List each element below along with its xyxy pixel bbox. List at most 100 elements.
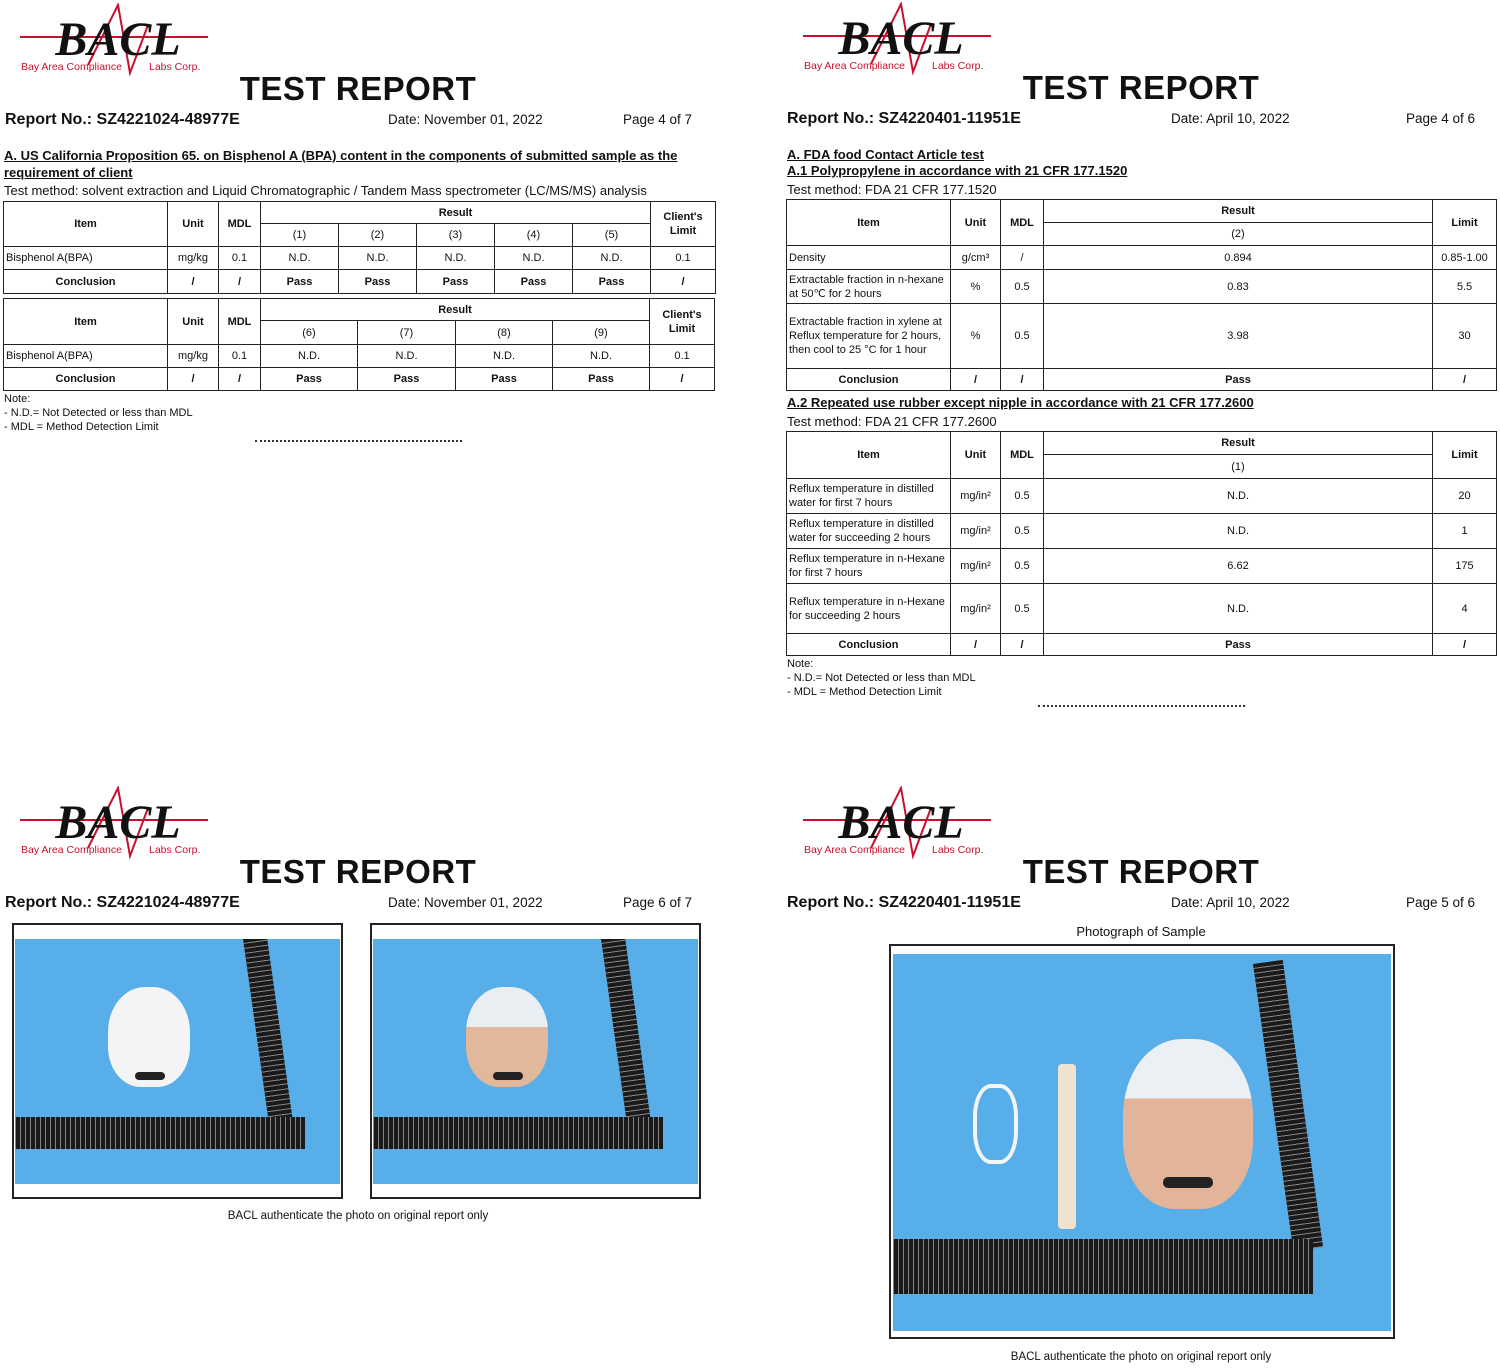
table-cell: / — [1432, 633, 1497, 656]
results-table: Item Unit MDL Result Client's Limit (6) (7… — [3, 298, 715, 391]
table-cell: N.D. — [416, 246, 495, 270]
page-number: Page 4 of 7 — [623, 112, 693, 127]
table-cell: Pass — [455, 367, 553, 391]
header-sample: (3) — [416, 223, 495, 247]
page-number: Page 4 of 6 — [1406, 111, 1476, 126]
header-item: Item — [3, 201, 168, 247]
strap — [1058, 1064, 1076, 1229]
table-cell: N.D. — [552, 344, 650, 368]
header-sample: (8) — [455, 320, 553, 345]
table-cell: mg/kg — [167, 344, 219, 368]
table-cell: 0.83 — [1043, 269, 1433, 304]
table-cell: 175 — [1432, 548, 1497, 584]
table-cell: Reflux temperature in n-Hexane for first… — [786, 548, 951, 584]
header-sample: (9) — [552, 320, 650, 345]
table-cell: / — [650, 269, 717, 294]
header-result: Result — [259, 201, 652, 224]
test-method: Test method: FDA 21 CFR 177.1520 — [787, 182, 997, 197]
table-cell: g/cm³ — [950, 245, 1001, 270]
table-cell: / — [1432, 368, 1497, 391]
header-sample: (2) — [1043, 222, 1433, 246]
report-title: TEST REPORT — [1022, 853, 1260, 890]
table-cell: mg/kg — [167, 246, 219, 270]
header-mdl: MDL — [218, 298, 261, 345]
table-cell: Density — [786, 245, 951, 270]
page-number: Page 6 of 7 — [623, 895, 693, 910]
table-cell: 4 — [1432, 583, 1497, 634]
report-date: Date: November 01, 2022 — [388, 895, 543, 910]
table-cell: 0.1 — [649, 344, 715, 368]
bacl-logo: BACL Bay Area Compliance Labs Corp. — [803, 2, 991, 76]
table-cell: N.D. — [260, 344, 358, 368]
table-cell: % — [950, 303, 1001, 369]
table-cell: 0.1 — [218, 246, 261, 270]
table-row: Reflux temperature in n-Hexane for first… — [786, 548, 1497, 584]
page-number: Page 5 of 6 — [1406, 895, 1476, 910]
table-cell: 0.85-1.00 — [1432, 245, 1497, 270]
report-date: Date: November 01, 2022 — [388, 112, 543, 127]
header-item: Item — [786, 199, 951, 246]
logo-left-text: Bay Area Compliance — [804, 844, 905, 856]
table-cell: / — [950, 633, 1001, 656]
table-cell: 6.62 — [1043, 548, 1433, 584]
table-cell: 0.5 — [1000, 303, 1044, 369]
header-mdl: MDL — [218, 201, 261, 247]
section-heading: A. FDA food Contact Article test — [787, 147, 984, 162]
sample-photo-beige — [370, 923, 701, 1199]
table-cell: 0.894 — [1043, 245, 1433, 270]
table-cell: Bisphenol A(BPA) — [3, 344, 168, 368]
report-date: Date: April 10, 2022 — [1171, 111, 1290, 126]
table-cell: / — [950, 368, 1001, 391]
header-unit: Unit — [950, 431, 1001, 479]
table-cell: Extractable fraction in xylene at Reflux… — [786, 303, 951, 369]
photo-caption: BACL authenticate the photo on original … — [227, 1210, 489, 1222]
table-cell: 0.5 — [1000, 513, 1044, 549]
table-cell: / — [218, 367, 261, 391]
table-row: Reflux temperature in n-Hexane for succe… — [786, 583, 1497, 634]
table-cell: Pass — [571, 269, 652, 294]
report-number: Report No.: SZ4220401-11951E — [787, 894, 1021, 911]
product-white-cup — [108, 987, 190, 1087]
table-cell: Pass — [338, 269, 417, 294]
table-cell: 0.5 — [1000, 548, 1044, 584]
table-row: Bisphenol A(BPA) mg/kg 0.1 N.D. N.D. N.D. N.D.… — [3, 246, 717, 270]
logo-letters: BACL — [54, 13, 180, 66]
table-cell: Extractable fraction in n-hexane at 50℃ … — [786, 269, 951, 304]
notes: Note: - N.D.= Not Detected or less than … — [4, 392, 193, 434]
logo-letters: BACL — [54, 796, 180, 849]
table-cell: / — [649, 367, 715, 391]
header-sample: (4) — [494, 223, 573, 247]
note-label: Note: — [787, 658, 814, 670]
table-cell: 30 — [1432, 303, 1497, 369]
bacl-logo: BACL Bay Area Compliance Labs Corp. — [803, 786, 991, 860]
header-sample: (1) — [260, 223, 339, 247]
test-method: Test method: solvent extraction and Liqu… — [4, 183, 647, 198]
logo-right-text: Labs Corp. — [932, 60, 983, 72]
report-number: Report No.: SZ4221024-48977E — [5, 894, 240, 911]
note-line: - N.D.= Not Detected or less than MDL — [787, 672, 976, 684]
table-cell: 1 — [1432, 513, 1497, 549]
table-cell: Conclusion — [3, 269, 168, 294]
report-title: TEST REPORT — [1022, 69, 1260, 106]
table-cell: Reflux temperature in distilled water fo… — [786, 513, 951, 549]
table-cell: Reflux temperature in n-Hexane for succe… — [786, 583, 951, 634]
table-cell: mg/in² — [950, 513, 1001, 549]
results-table: Item Unit MDL Result Limit (2) Density g/cm… — [786, 199, 1497, 391]
bacl-logo: BACL Bay Area Compliance Labs Corp. — [20, 786, 208, 860]
end-divider — [255, 440, 462, 442]
table-row: Extractable fraction in xylene at Reflux… — [786, 303, 1497, 369]
table-cell: N.D. — [571, 246, 652, 270]
table-cell: Pass — [1043, 368, 1433, 391]
table-cell: 5.5 — [1432, 269, 1497, 304]
table-row: Reflux temperature in distilled water fo… — [786, 478, 1497, 514]
conclusion-row: Conclusion / / Pass / — [786, 368, 1497, 391]
logo-letters: BACL — [837, 12, 963, 65]
header-limit: Limit — [1432, 199, 1497, 246]
table-cell: N.D. — [494, 246, 573, 270]
header-sample: (6) — [260, 320, 358, 345]
header-unit: Unit — [950, 199, 1001, 246]
table-cell: N.D. — [1043, 478, 1433, 514]
table-cell: Pass — [357, 367, 456, 391]
table-cell: N.D. — [455, 344, 553, 368]
table-cell: 0.5 — [1000, 269, 1044, 304]
